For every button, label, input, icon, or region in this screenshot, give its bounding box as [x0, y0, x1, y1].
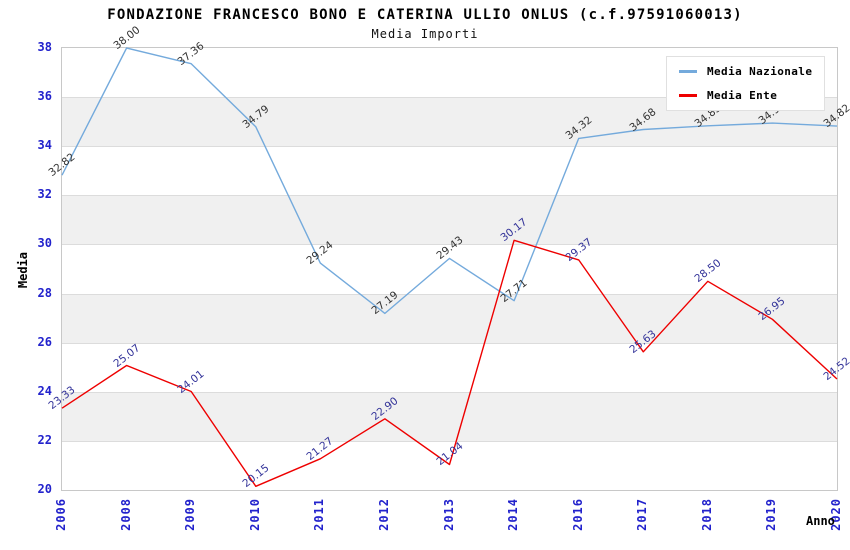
y-tick-label: 34	[37, 138, 52, 153]
gridline	[62, 146, 837, 148]
legend: Media Nazionale Media Ente	[666, 56, 826, 111]
chart-title: FONDAZIONE FRANCESCO BONO E CATERINA ULL…	[107, 7, 743, 23]
gridline	[62, 440, 837, 442]
gridline	[62, 293, 837, 295]
y-tick-label: 22	[37, 432, 52, 447]
x-tick-label: 2017	[635, 498, 650, 531]
gridline	[62, 97, 837, 99]
grid-band	[62, 195, 837, 245]
y-tick-label: 38	[37, 40, 52, 54]
series-line-media-ente	[61, 239, 838, 487]
series-line-media-nazionale	[61, 47, 838, 315]
y-tick-label: 20	[37, 482, 52, 496]
x-tick-label: 2008	[118, 498, 133, 531]
legend-item-media-ente: Media Ente	[679, 89, 812, 102]
y-tick-label: 36	[37, 89, 52, 104]
gridline	[62, 391, 837, 393]
legend-line-swatch-red	[679, 94, 697, 97]
grid-band	[62, 293, 837, 343]
chart-subtitle: Media Importi	[371, 27, 479, 41]
x-tick-label: 2010	[247, 498, 262, 531]
gridline	[62, 195, 837, 197]
gridline	[62, 244, 837, 246]
x-tick-label: 2011	[312, 498, 327, 531]
legend-item-media-nazionale: Media Nazionale	[679, 65, 812, 78]
x-tick-label: 2009	[183, 498, 198, 531]
x-tick-label: 2019	[764, 498, 779, 531]
legend-label: Media Nazionale	[707, 65, 813, 78]
y-tick-label: 24	[37, 383, 52, 398]
legend-line-swatch-blue	[679, 70, 697, 73]
x-tick-label: 2016	[570, 498, 585, 531]
y-tick-label: 32	[37, 187, 52, 202]
x-axis-title: Anno	[806, 514, 835, 528]
y-axis-title: Media	[16, 252, 30, 289]
grid-band	[62, 391, 837, 441]
plot-area: 20 22 24 26 28 30 32 34 36 38 2006 2008 2009 2010 2011…	[38, 24, 850, 531]
x-tick-label: 2013	[441, 498, 456, 531]
x-tick-label: 2014	[506, 498, 521, 531]
x-tick-label: 2018	[699, 498, 714, 531]
y-tick-label: 30	[37, 236, 52, 251]
series-lines	[61, 47, 838, 487]
y-tick-label: 28	[37, 285, 52, 300]
x-tick-label: 2012	[376, 498, 391, 531]
y-tick-label: 26	[37, 334, 52, 349]
gridline	[62, 342, 837, 344]
legend-label: Media Ente	[707, 89, 778, 102]
x-tick-label: 2006	[54, 498, 68, 531]
